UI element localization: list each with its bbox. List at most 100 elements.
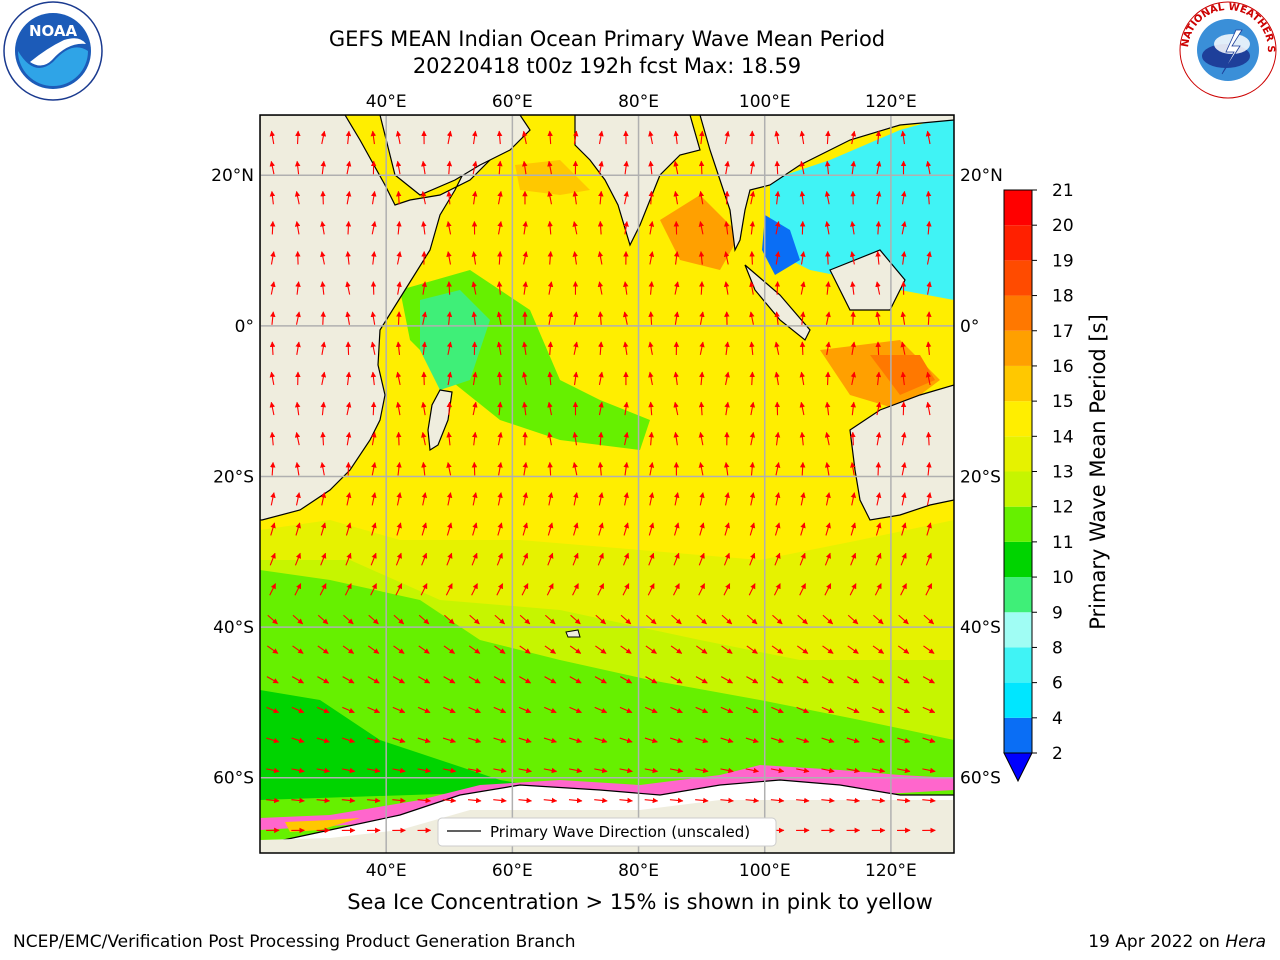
period-band-17-18 [660, 195, 740, 270]
wave-direction-arrow [291, 797, 305, 804]
wave-direction-arrow [900, 130, 907, 145]
wave-direction-arrow [720, 676, 734, 684]
wave-direction-arrow [698, 583, 706, 596]
wave-direction-arrow [294, 431, 301, 446]
wave-direction-arrow [623, 220, 629, 235]
wave-direction-arrow [270, 311, 276, 325]
wave-direction-arrow [316, 767, 330, 774]
wave-direction-arrow [824, 431, 831, 446]
wave-direction-arrow [573, 492, 579, 506]
wave-direction-arrow [695, 676, 708, 684]
wave-direction-arrow [872, 676, 885, 684]
wave-direction-arrow [317, 614, 329, 625]
wave-direction-arrow [799, 371, 806, 386]
wave-direction-arrow [873, 614, 884, 625]
noaa-wordmark: NOAA [29, 22, 78, 40]
wave-direction-arrow [699, 492, 705, 506]
wave-direction-arrow [898, 614, 909, 625]
wave-direction-arrow [294, 461, 301, 476]
wave-direction-arrow [745, 706, 759, 714]
wave-direction-arrow [320, 492, 327, 506]
wave-direction-arrow [926, 522, 932, 536]
wave-direction-arrow [647, 583, 655, 596]
wave-direction-arrow [874, 583, 882, 596]
wave-direction-arrow [468, 767, 482, 774]
colorbar-bin [1004, 190, 1032, 226]
wave-direction-arrow [320, 522, 327, 536]
wave-direction-arrow [799, 461, 806, 476]
colorbar-bin [1004, 541, 1032, 578]
wave-direction-arrow [316, 737, 330, 744]
wave-direction-arrow [670, 737, 684, 744]
wave-direction-arrow [598, 190, 604, 205]
wave-direction-arrow [395, 160, 402, 175]
wave-direction-arrow [522, 251, 528, 265]
land-kerguelen [565, 629, 581, 638]
wave-direction-arrow [442, 767, 457, 774]
wave-direction-arrow [266, 737, 280, 744]
wave-direction-arrow [698, 221, 705, 235]
wave-direction-arrow [320, 431, 326, 446]
wave-direction-arrow [367, 737, 381, 744]
wave-direction-arrow [824, 401, 831, 416]
wave-direction-arrow [320, 130, 327, 145]
wave-direction-arrow [724, 371, 730, 386]
wave-direction-arrow [345, 552, 352, 566]
lat-tick-label-left: 40°S [213, 618, 254, 638]
colorbar-bin [1004, 471, 1032, 507]
noaa-logo: NOAA [3, 1, 103, 101]
wave-direction-arrow [901, 221, 907, 235]
wave-direction-arrow [749, 431, 756, 446]
wave-direction-arrow [595, 645, 607, 654]
sea-ice-note: Sea Ice Concentration > 15% is shown in … [347, 890, 933, 914]
lon-tick-label-top: 120°E [865, 92, 917, 112]
wave-direction-arrow [699, 311, 705, 325]
wave-direction-arrow [393, 645, 405, 654]
wave-direction-arrow [572, 251, 578, 265]
wave-direction-arrow [850, 341, 857, 355]
wave-direction-arrow [925, 341, 932, 355]
wave-direction-arrow [669, 797, 684, 804]
wave-direction-arrow [568, 797, 583, 804]
wave-direction-arrow [875, 130, 882, 145]
wave-direction-arrow [544, 614, 556, 625]
wave-direction-arrow [723, 552, 731, 566]
colorbar-bin [1004, 225, 1032, 261]
wave-direction-arrow [926, 220, 932, 235]
wave-direction-arrow [774, 221, 781, 235]
wave-direction-arrow [392, 706, 406, 714]
wave-direction-arrow [772, 614, 783, 625]
wave-direction-arrow [496, 371, 503, 386]
wave-direction-arrow [749, 281, 755, 295]
wave-direction-arrow [496, 281, 503, 295]
wave-direction-arrow [673, 583, 680, 596]
wave-direction-arrow [496, 583, 504, 596]
colorbar-tick-label: 4 [1052, 709, 1063, 729]
wave-direction-arrow [598, 431, 604, 446]
wave-direction-arrow [774, 130, 780, 145]
wave-direction-arrow [824, 552, 831, 566]
wave-direction-arrow [320, 341, 327, 355]
wave-direction-arrow [774, 341, 780, 355]
wave-direction-arrow [846, 737, 860, 744]
wave-direction-arrow [749, 371, 755, 386]
wave-direction-arrow [797, 614, 808, 625]
wave-direction-arrow [673, 251, 680, 265]
wave-direction-arrow [345, 311, 351, 325]
land-africa [260, 115, 516, 521]
wave-direction-arrow [673, 401, 679, 416]
wave-direction-arrow [698, 281, 705, 295]
wave-direction-arrow [371, 190, 377, 205]
wave-direction-arrow [547, 281, 554, 295]
wave-direction-arrow [749, 341, 755, 355]
wave-direction-arrow [396, 522, 402, 536]
wave-direction-arrow [723, 281, 730, 295]
wave-direction-arrow [370, 341, 376, 355]
wave-direction-arrow [341, 767, 356, 774]
wave-direction-arrow [850, 130, 857, 145]
wave-direction-arrow [547, 431, 553, 446]
wave-direction-arrow [771, 676, 784, 684]
wave-direction-arrow [522, 281, 528, 295]
wave-direction-arrow [417, 767, 431, 774]
wave-direction-arrow [472, 492, 478, 506]
